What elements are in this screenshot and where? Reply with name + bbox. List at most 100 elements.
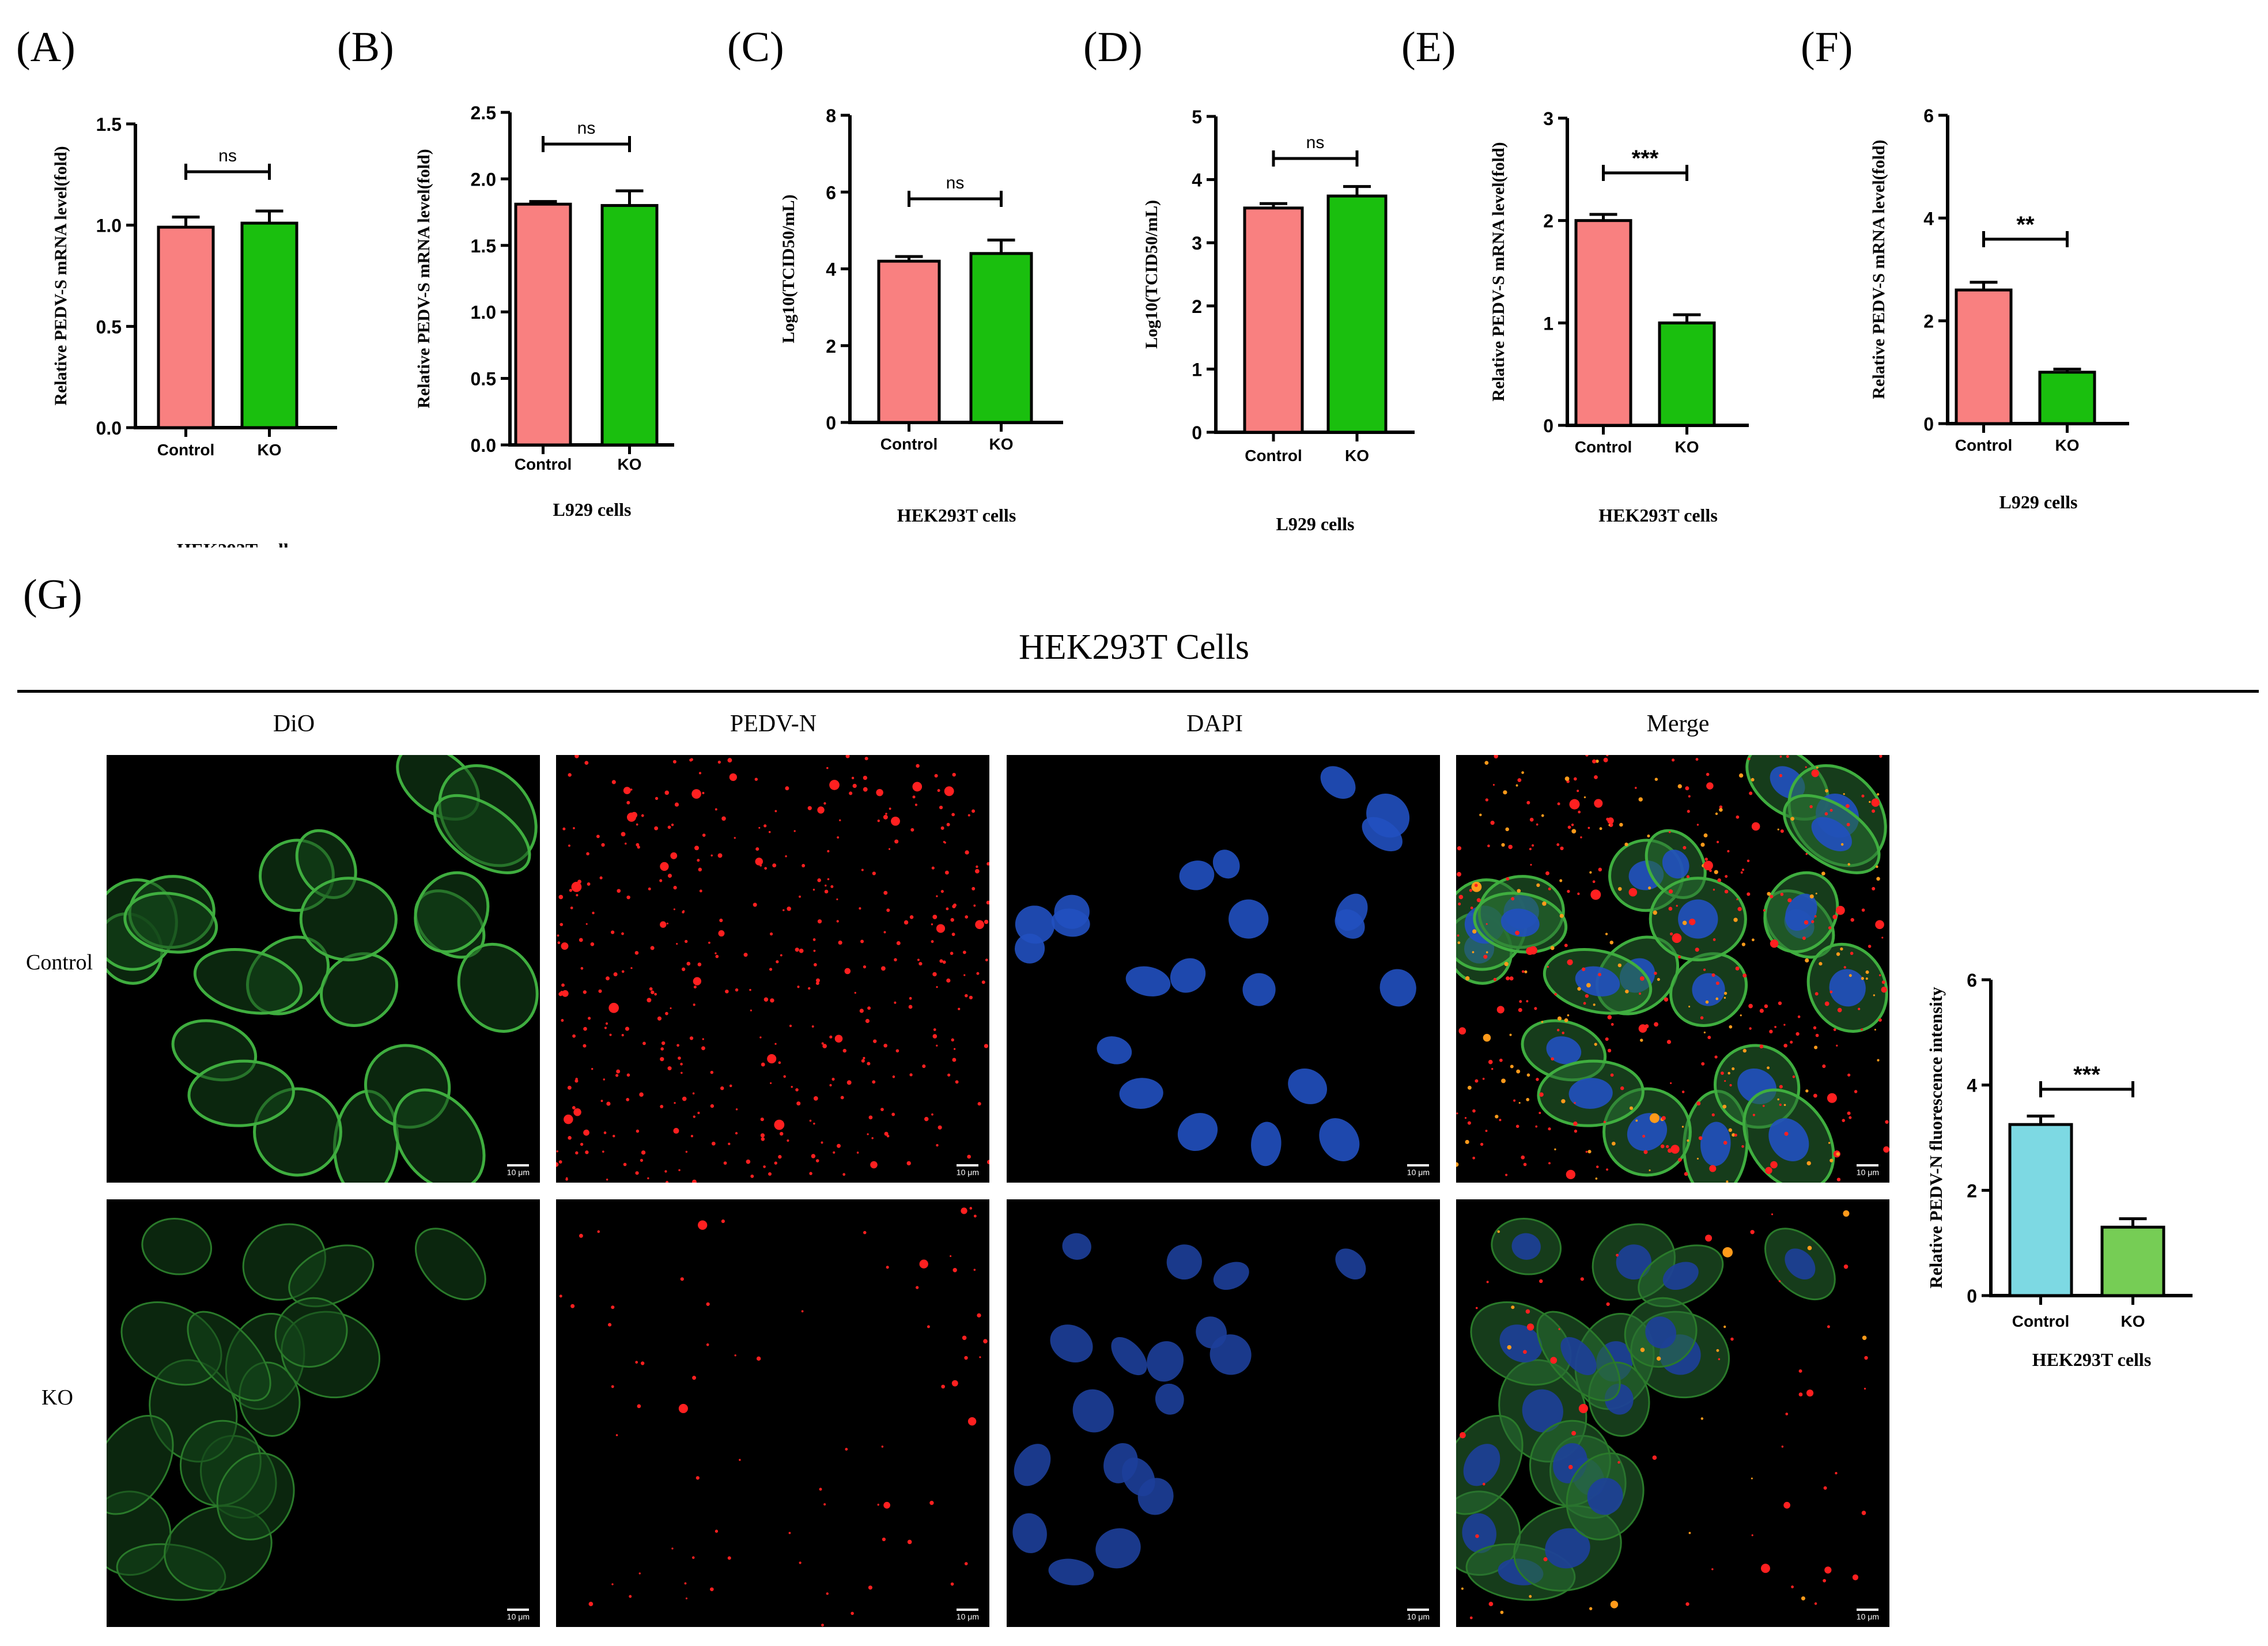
virus-particle [661, 1041, 666, 1045]
chart-c: 0 2 4 6 8 Control KO ns Log10(TCID50/mL) HEK293T … [779, 105, 1063, 526]
virus-particle [783, 1075, 786, 1078]
virus-particle [1701, 1062, 1705, 1066]
virus-particle [603, 1131, 607, 1134]
virus-particle [863, 1230, 867, 1234]
cell-nucleus [1785, 893, 1817, 931]
virus-particle [981, 980, 985, 984]
cell-nucleus [1012, 1513, 1047, 1553]
cell-nucleus [1462, 1513, 1496, 1553]
virus-particle [932, 972, 937, 977]
virus-particle [1486, 1281, 1489, 1283]
virus-particle [697, 1112, 700, 1115]
virus-particle [1535, 1125, 1538, 1128]
virus-particle [1790, 1040, 1793, 1044]
virus-particle [778, 1061, 781, 1064]
scale-bar: 10 μm [507, 1164, 530, 1177]
virus-particle [1829, 1158, 1834, 1162]
x-axis-label: HEK293T cells [1598, 505, 1718, 526]
virus-particle [942, 960, 946, 964]
virus-particle [1656, 1356, 1661, 1361]
virus-particle [1877, 1059, 1880, 1062]
virus-particle [717, 853, 723, 858]
virus-particle [950, 1255, 952, 1258]
y-tick-label: 0.0 [96, 418, 122, 439]
virus-particle [850, 1611, 854, 1615]
virus-particle [1625, 990, 1629, 994]
virus-particle [1526, 1000, 1529, 1003]
virus-particle [1483, 954, 1488, 959]
cell-nucleus [1015, 905, 1055, 944]
virus-particle [634, 951, 639, 955]
virus-particle [867, 1133, 869, 1135]
virus-particle [626, 812, 636, 822]
virus-particle [985, 958, 988, 962]
virus-particle [1801, 1596, 1805, 1600]
virus-particle [896, 941, 901, 945]
virus-particle [1861, 1511, 1866, 1515]
virus-particle [1868, 945, 1872, 948]
virus-particle [1617, 1461, 1620, 1464]
virus-particle [1476, 898, 1481, 903]
virus-particle [1519, 1000, 1522, 1003]
virus-particle [975, 920, 984, 930]
bar-control [1243, 206, 1304, 434]
cell-membrane [288, 1244, 375, 1308]
virus-particle [827, 878, 830, 881]
virus-particle [952, 1058, 957, 1062]
virus-particle [976, 972, 980, 975]
virus-particle [603, 1078, 605, 1081]
virus-particle [1578, 1403, 1588, 1413]
virus-particle [1652, 1455, 1657, 1460]
y-tick-label: 2 [1923, 311, 1934, 332]
virus-particle [1577, 987, 1581, 991]
virus-particle [785, 786, 789, 791]
virus-particle [769, 968, 773, 971]
virus-particle [1589, 1607, 1593, 1610]
virus-particle [758, 826, 761, 829]
virus-particle [572, 1106, 576, 1109]
virus-particle [823, 802, 826, 805]
virus-particle [836, 920, 839, 923]
category-label: KO [2055, 436, 2080, 454]
virus-particle [1529, 1595, 1532, 1598]
virus-particle [1832, 915, 1838, 919]
virus-particle [1685, 1602, 1689, 1606]
virus-particle [723, 1161, 727, 1165]
virus-particle [1558, 1328, 1560, 1330]
virus-particle [953, 1048, 956, 1050]
virus-particle [671, 1547, 674, 1550]
virus-particle [1835, 905, 1845, 915]
virus-particle [1592, 880, 1596, 884]
virus-particle [1491, 1068, 1494, 1070]
virus-particle [725, 990, 729, 994]
virus-particle [1765, 1166, 1772, 1175]
virus-particle [1779, 773, 1783, 777]
virus-particle [977, 1313, 981, 1317]
virus-particle [1503, 790, 1507, 795]
scale-bar-label: 10 μm [506, 1168, 530, 1177]
virus-particle [1577, 892, 1580, 895]
virus-particle [568, 773, 572, 777]
virus-particle [1763, 909, 1766, 912]
virus-particle [883, 1501, 890, 1509]
virus-particle [1457, 846, 1462, 851]
virus-particle [1722, 1247, 1733, 1258]
virus-particle [1607, 1015, 1612, 1020]
virus-particle [1629, 1106, 1634, 1110]
virus-particle [1526, 801, 1530, 805]
virus-particle [891, 816, 900, 826]
virus-particle [692, 1376, 697, 1380]
virus-particle [1706, 862, 1710, 866]
significance-label: *** [2073, 1062, 2100, 1088]
virus-particle [1840, 843, 1844, 846]
virus-particle [727, 1556, 731, 1560]
y-axis-label: Relative PEDV-S mRNA level(fold) [1489, 142, 1508, 401]
cell-nucleus [1251, 1122, 1282, 1166]
cell-nucleus [1645, 1316, 1676, 1349]
virus-particle [1523, 1162, 1527, 1166]
virus-particle [587, 882, 591, 886]
virus-particle [955, 1080, 959, 1084]
virus-particle [674, 802, 679, 807]
y-tick-label: 0.0 [471, 435, 496, 456]
scale-bar: 10 μm [957, 1164, 979, 1177]
